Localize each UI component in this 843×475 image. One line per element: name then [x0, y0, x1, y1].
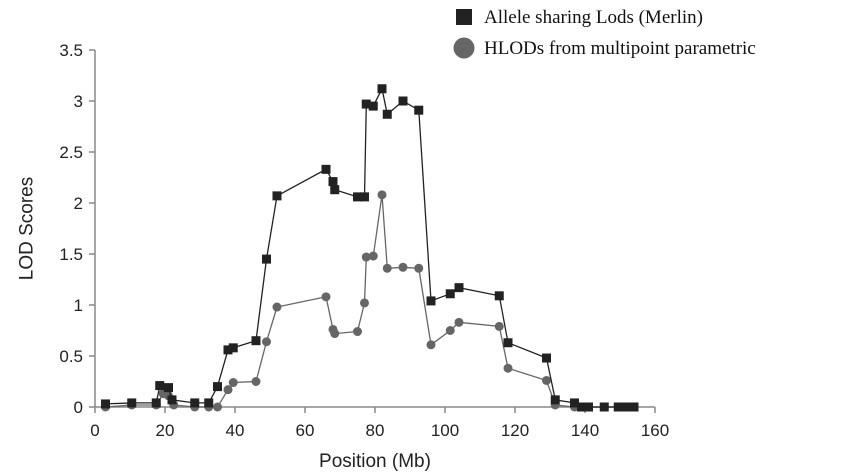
- y-tick-label: 0: [74, 398, 83, 417]
- data-point-square: [382, 109, 392, 119]
- data-point-square: [251, 336, 261, 346]
- x-tick-label: 140: [571, 421, 599, 440]
- data-point-circle: [223, 385, 233, 395]
- data-point-square: [414, 105, 424, 115]
- data-point-square: [353, 192, 362, 202]
- data-point-square: [127, 398, 137, 408]
- data-point-square: [550, 395, 560, 405]
- data-point-square: [167, 395, 177, 405]
- legend-label: Allele sharing Lods (Merlin): [484, 7, 703, 28]
- data-point-square: [494, 291, 504, 301]
- data-point-square: [223, 345, 233, 355]
- data-point-circle: [503, 363, 513, 373]
- data-point-circle: [454, 317, 464, 327]
- y-tick-label: 2: [74, 194, 83, 213]
- data-point-circle: [368, 251, 378, 261]
- data-point-square: [454, 283, 464, 293]
- legend-item: Allele sharing Lods (Merlin): [456, 7, 703, 28]
- x-tick-label: 40: [226, 421, 245, 440]
- data-point-square: [570, 398, 579, 408]
- data-point-square: [629, 402, 639, 412]
- data-point-square: [328, 177, 338, 187]
- y-tick-label: 1: [74, 296, 83, 315]
- data-point-circle: [542, 375, 551, 385]
- x-tick-label: 20: [156, 421, 175, 440]
- data-point-square: [426, 296, 436, 306]
- data-point-square: [330, 185, 340, 195]
- data-point-square: [272, 191, 282, 201]
- y-ticks: 0 0.5 1 1.5 2 2.5 3 3.5: [59, 41, 95, 417]
- x-ticks: 0 20 40 60 80 100 120 140 160: [90, 407, 669, 440]
- data-point-square: [164, 383, 173, 393]
- legend-circle-marker: [453, 37, 475, 59]
- x-tick-label: 60: [296, 421, 315, 440]
- legend-label: HLODs from multipoint parametric: [484, 38, 756, 59]
- x-tick-label: 80: [366, 421, 385, 440]
- x-tick-label: 100: [431, 421, 459, 440]
- data-point-square: [542, 353, 551, 363]
- data-point-square: [155, 381, 165, 391]
- data-point-square: [204, 398, 214, 408]
- data-point-square: [368, 101, 378, 111]
- data-point-square: [503, 338, 513, 348]
- series-line: [105, 194, 634, 408]
- data-point-square: [151, 398, 161, 408]
- data-point-square: [262, 254, 271, 264]
- data-point-circle: [262, 337, 271, 347]
- plot-area: [101, 84, 639, 412]
- data-point-square: [584, 402, 593, 412]
- data-point-circle: [414, 263, 424, 273]
- data-point-circle: [445, 326, 455, 335]
- data-point-circle: [361, 252, 371, 262]
- data-point-circle: [330, 329, 340, 339]
- data-point-square: [613, 402, 623, 412]
- data-point-square: [377, 84, 387, 94]
- data-point-square: [101, 399, 110, 409]
- data-point-square: [361, 99, 371, 109]
- y-tick-label: 1.5: [59, 245, 83, 264]
- data-point-circle: [377, 190, 387, 200]
- data-point-circle: [398, 262, 408, 272]
- data-point-square: [619, 402, 628, 412]
- data-point-square: [599, 402, 609, 412]
- x-tick-label: 0: [90, 421, 99, 440]
- legend: Allele sharing Lods (Merlin) HLODs from m…: [453, 7, 756, 59]
- data-point-square: [445, 289, 455, 299]
- data-point-circle: [213, 402, 222, 412]
- data-point-circle: [494, 321, 504, 331]
- data-point-square: [190, 398, 200, 408]
- legend-square-marker: [456, 9, 472, 25]
- data-point-square: [624, 402, 634, 412]
- data-point-square: [398, 96, 408, 106]
- x-tick-label: 120: [501, 421, 529, 440]
- legend-item: HLODs from multipoint parametric: [453, 37, 756, 59]
- series-hlods: [101, 190, 639, 412]
- y-tick-label: 2.5: [59, 143, 83, 162]
- data-point-square: [213, 382, 222, 392]
- data-point-square: [577, 402, 586, 412]
- y-tick-label: 3.5: [59, 41, 83, 60]
- data-point-circle: [251, 377, 261, 386]
- data-point-circle: [353, 327, 362, 337]
- x-tick-label: 160: [641, 421, 669, 440]
- data-point-circle: [426, 340, 436, 350]
- y-axis-title: LOD Scores: [17, 177, 38, 280]
- series-line: [105, 86, 634, 408]
- data-point-circle: [272, 302, 282, 312]
- data-point-square: [321, 164, 331, 174]
- data-point-circle: [382, 263, 392, 273]
- data-point-square: [228, 343, 238, 353]
- data-point-circle: [228, 378, 238, 388]
- series-allele-sharing-lods: [101, 84, 639, 412]
- axes: 0 0.5 1 1.5 2 2.5 3 3.5 0 20 40 60 80 100 120 140 160: [59, 41, 669, 440]
- y-tick-label: 0.5: [59, 347, 83, 366]
- data-point-circle: [321, 292, 331, 302]
- data-point-square: [360, 192, 369, 202]
- data-point-circle: [360, 298, 369, 308]
- y-tick-label: 3: [74, 92, 83, 111]
- x-axis-title: Position (Mb): [319, 451, 431, 472]
